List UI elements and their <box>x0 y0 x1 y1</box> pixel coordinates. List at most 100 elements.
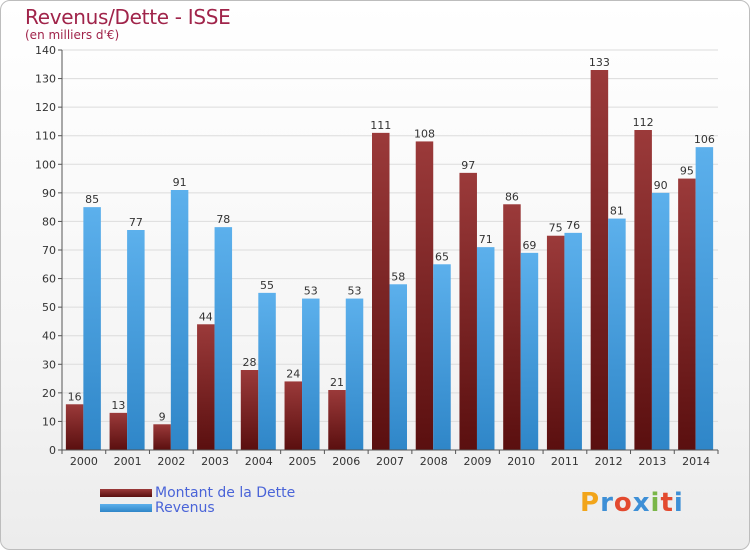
axes: 0 10 20 30 40 50 60 70 80 90 100 110 120 130 140 2000 20… <box>35 44 719 468</box>
logo-letter: t <box>660 488 674 518</box>
data-label-revenus: 90 <box>654 179 668 192</box>
logo-letter: P <box>580 488 601 518</box>
bar-revenus <box>608 218 626 450</box>
x-tick-label: 2008 <box>420 455 448 468</box>
x-tick-label: 2001 <box>114 455 142 468</box>
legend-label-revenus: Revenus <box>155 500 215 516</box>
data-label-revenus: 71 <box>479 233 493 246</box>
x-tick-label: 2012 <box>595 455 623 468</box>
data-label-dette: 111 <box>370 119 391 132</box>
bar-dette <box>634 130 652 450</box>
chart-subtitle: (en milliers d'€) <box>25 28 120 42</box>
x-tick-label: 2013 <box>638 455 666 468</box>
bar-revenus <box>433 264 451 450</box>
data-label-revenus: 77 <box>129 216 143 229</box>
data-label-dette: 24 <box>286 367 300 380</box>
bar-revenus <box>345 298 364 450</box>
bar-revenus <box>564 232 582 450</box>
y-tick-label: 30 <box>42 358 56 371</box>
bar-revenus <box>389 284 407 450</box>
x-tick-label: 2006 <box>332 455 360 468</box>
bar-dette <box>459 172 477 450</box>
bar-dette <box>546 235 565 450</box>
bar-revenus <box>127 230 145 450</box>
bar-dette <box>503 204 521 450</box>
legend-label-dette: Montant de la Dette <box>155 485 296 501</box>
bar-dette <box>284 381 303 450</box>
data-label-dette: 133 <box>589 56 610 69</box>
proxiti-logo: Proxiti <box>580 488 684 518</box>
bar-revenus <box>651 192 670 450</box>
y-tick-label: 80 <box>42 215 56 228</box>
bar-revenus <box>520 252 539 450</box>
y-tick-label: 10 <box>42 415 56 428</box>
logo-letter: i <box>650 488 661 518</box>
bar-revenus <box>302 298 320 450</box>
data-label-revenus: 81 <box>610 205 624 218</box>
bar-dette <box>153 424 171 450</box>
y-tick-label: 130 <box>35 73 56 86</box>
y-tick-label: 140 <box>35 44 56 57</box>
data-label-dette: 95 <box>680 165 694 178</box>
y-tick-label: 120 <box>35 101 56 114</box>
x-tick-label: 2009 <box>463 455 491 468</box>
data-label-dette: 16 <box>68 390 82 403</box>
y-tick-label: 50 <box>42 301 56 314</box>
y-tick-label: 0 <box>49 444 56 457</box>
data-label-dette: 9 <box>159 410 166 423</box>
bar-dette <box>678 178 696 451</box>
data-label-revenus: 55 <box>260 279 274 292</box>
chart-title: Revenus/Dette - ISSE <box>25 5 231 29</box>
x-tick-label: 2005 <box>289 455 317 468</box>
bar-dette <box>590 70 609 450</box>
bars <box>65 70 714 451</box>
y-tick-label: 70 <box>42 244 56 257</box>
legend-swatch-revenus <box>100 504 152 512</box>
bar-dette <box>328 390 346 450</box>
data-label-dette: 44 <box>199 310 213 323</box>
x-tick-label: 2011 <box>551 455 579 468</box>
data-label-revenus: 85 <box>85 193 99 206</box>
x-tick-label: 2004 <box>245 455 273 468</box>
bar-dette <box>372 132 390 450</box>
bar-revenus <box>170 190 189 450</box>
y-tick-label: 90 <box>42 187 56 200</box>
bar-revenus <box>476 247 495 450</box>
y-tick-label: 20 <box>42 387 56 400</box>
data-label-revenus: 65 <box>435 250 449 263</box>
logo-letter: r <box>600 488 614 518</box>
data-label-revenus: 69 <box>522 239 536 252</box>
data-label-dette: 108 <box>414 127 435 140</box>
bar-dette <box>65 404 84 450</box>
x-tick-label: 2002 <box>157 455 185 468</box>
x-tick-label: 2000 <box>70 455 98 468</box>
data-label-dette: 86 <box>505 190 519 203</box>
data-label-dette: 28 <box>243 356 257 369</box>
x-tick-label: 2007 <box>376 455 404 468</box>
data-label-dette: 13 <box>111 399 125 412</box>
data-label-dette: 21 <box>330 376 344 389</box>
bar-dette <box>415 141 434 450</box>
bar-dette <box>240 370 259 450</box>
y-tick-label: 40 <box>42 330 56 343</box>
x-tick-label: 2010 <box>507 455 535 468</box>
data-label-revenus: 78 <box>216 213 230 226</box>
data-label-dette: 75 <box>549 222 563 235</box>
x-tick-label: 2003 <box>201 455 229 468</box>
y-tick-label: 60 <box>42 273 56 286</box>
data-label-revenus: 91 <box>173 176 187 189</box>
value-labels: 16 85 13 77 9 91 44 78 28 55 24 53 21 53 111 58 108 65 97 7… <box>68 56 715 423</box>
data-label-revenus: 76 <box>566 219 580 232</box>
bar-revenus <box>258 292 276 450</box>
data-label-dette: 97 <box>461 159 475 172</box>
bar-revenus <box>214 227 233 450</box>
data-label-revenus: 53 <box>348 285 362 298</box>
logo-letter: x <box>632 488 651 518</box>
bar-revenus <box>695 147 714 450</box>
data-label-revenus: 58 <box>391 270 405 283</box>
bar-revenus <box>83 207 101 450</box>
x-tick-label: 2014 <box>682 455 710 468</box>
y-tick-label: 100 <box>35 158 56 171</box>
bar-dette <box>109 412 128 450</box>
